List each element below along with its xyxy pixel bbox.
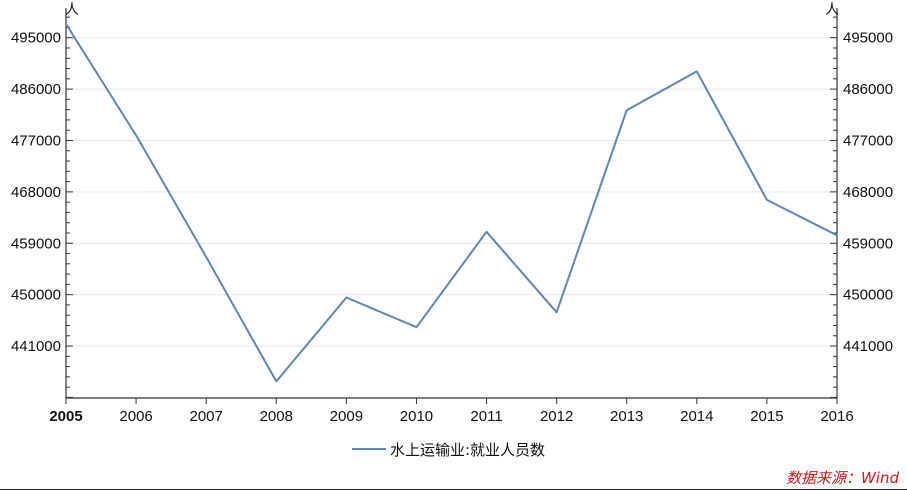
x-tick-label: 2006 <box>119 408 152 425</box>
right-axis-unit: 人 <box>825 2 839 18</box>
x-tick-label: 2007 <box>189 408 222 425</box>
x-tick-label: 2012 <box>540 408 573 425</box>
y-tick-label-right: 477000 <box>843 132 893 149</box>
y-tick-label-left: 495000 <box>11 30 61 47</box>
x-tick-labels: 2005 2006 2007 2008 2009 2010 2011 2012 2013 2014… <box>49 408 853 425</box>
x-tick-label: 2011 <box>470 408 502 425</box>
grid-lines <box>66 37 837 347</box>
x-tick-label: 2010 <box>400 408 433 425</box>
x-tick-label: 2014 <box>680 408 713 425</box>
x-tick-label: 2016 <box>820 408 853 425</box>
x-tick-label: 2005 <box>49 408 82 425</box>
series-group <box>65 23 838 383</box>
series-line[interactable] <box>65 23 838 383</box>
y-tick-label-right: 486000 <box>843 81 893 98</box>
legend-label: 水上运输业:就业人员数 <box>390 441 545 459</box>
x-tick-label: 2008 <box>260 408 293 425</box>
y-tick-label-left: 468000 <box>11 184 61 201</box>
y-tick-label-left: 486000 <box>11 81 61 98</box>
axes <box>65 8 838 404</box>
y-tick-label-right: 468000 <box>843 184 893 201</box>
y-tick-label-left: 450000 <box>11 287 61 304</box>
y-tick-label-right: 441000 <box>843 338 893 355</box>
y-tick-label-right: 495000 <box>843 30 893 47</box>
y-tick-label-right: 459000 <box>843 235 893 252</box>
legend[interactable]: 水上运输业:就业人员数 <box>352 441 545 459</box>
data-source: 数据来源：Wind <box>785 469 899 487</box>
left-axis-unit: 人 <box>65 2 79 18</box>
x-tick-label: 2013 <box>610 408 643 425</box>
y-tick-label-right: 450000 <box>843 287 893 304</box>
y-tick-label-left: 459000 <box>11 235 61 252</box>
y-tick-label-left: 477000 <box>11 132 61 149</box>
x-tick-label: 2015 <box>750 408 783 425</box>
y-tick-label-left: 441000 <box>11 338 61 355</box>
y-tick-labels: 495000 495000 486000 486000 477000 477000 4680… <box>11 30 893 355</box>
x-tick-label: 2009 <box>330 408 363 425</box>
